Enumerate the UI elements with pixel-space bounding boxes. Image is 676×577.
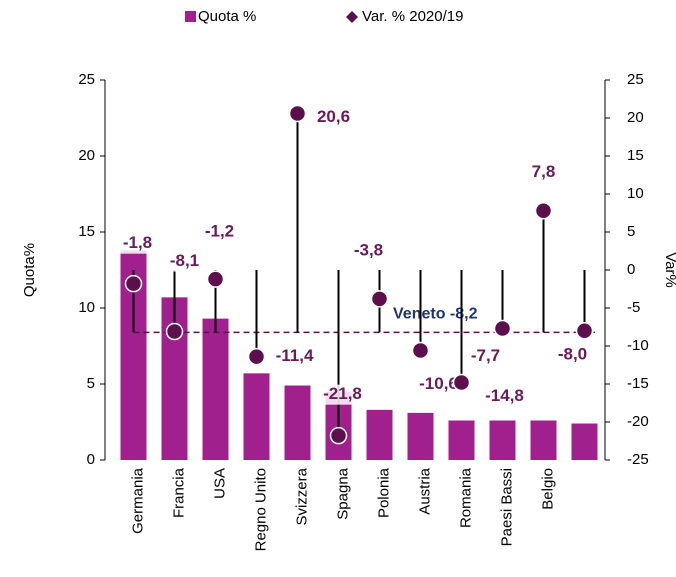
reference-label: Veneto -8,2 <box>393 306 478 323</box>
data-label: -7,7 <box>471 346 500 365</box>
bar <box>407 412 434 460</box>
y2-tick-label: -25 <box>627 451 649 468</box>
label-bg <box>465 346 506 367</box>
data-label: -1,2 <box>205 222 234 241</box>
dot <box>575 322 594 340</box>
y-tick-label: 0 <box>87 451 95 468</box>
label-bg <box>313 107 354 128</box>
dot <box>370 290 389 308</box>
y-tick-label: 5 <box>87 375 95 392</box>
dot <box>534 201 553 220</box>
label-bg <box>348 240 389 261</box>
y2-tick-label: 0 <box>627 261 635 278</box>
dot <box>329 426 348 445</box>
bar <box>448 420 475 460</box>
bar <box>489 420 516 460</box>
y2-tick-label: 15 <box>627 147 644 164</box>
data-label: -8,1 <box>170 251 199 270</box>
data-label: -11,4 <box>276 346 314 365</box>
y2-tick-label: 10 <box>627 185 644 202</box>
x-tick-label: Germania <box>129 467 146 534</box>
y2-tick-label: -20 <box>627 413 649 430</box>
legend-marker <box>346 11 358 23</box>
y2-tick-label: 25 <box>627 71 644 88</box>
x-tick-label: Austria <box>416 467 433 514</box>
y-tick-label: 10 <box>78 299 95 316</box>
dot <box>247 347 266 366</box>
dot <box>288 104 307 123</box>
y2-tick-label: -15 <box>627 375 649 392</box>
x-tick-label: Francia <box>170 467 187 518</box>
bar <box>243 373 270 460</box>
x-tick-label: USA <box>211 468 228 499</box>
x-tick-label: Romania <box>457 467 474 528</box>
x-tick-label: Paesi Bassi <box>498 468 515 546</box>
x-tick-label: Regno Unito <box>252 468 269 551</box>
y2-tick-label: 20 <box>627 109 644 126</box>
x-tick-label: Svizzera <box>293 467 310 525</box>
bar <box>530 420 557 460</box>
bar <box>366 409 393 460</box>
label-bg <box>199 222 240 243</box>
data-label: -10,6 <box>419 374 458 393</box>
label-bg <box>322 384 363 405</box>
data-label: -21,8 <box>323 384 362 403</box>
label-bg <box>552 344 593 365</box>
label-bg <box>274 346 315 367</box>
data-label: -14,8 <box>485 386 524 405</box>
data-label: 20,6 <box>317 107 350 126</box>
label-bg <box>117 233 158 254</box>
bar <box>202 318 229 460</box>
y-axis-title: Quota% <box>21 243 38 297</box>
label-bg <box>484 386 525 407</box>
dot <box>165 322 184 341</box>
x-tick-label: Polonia <box>375 467 392 518</box>
data-label: -8,0 <box>558 344 587 363</box>
bar <box>571 423 598 460</box>
x-tick-label: Spagna <box>334 467 351 519</box>
label-bg <box>418 374 459 395</box>
dot <box>411 341 430 360</box>
y2-tick-label: -5 <box>627 299 640 316</box>
y-tick-label: 20 <box>78 147 95 164</box>
data-label: 7,8 <box>532 162 556 181</box>
dot <box>124 274 143 293</box>
y-tick-label: 25 <box>78 71 95 88</box>
legend-label: Quota % <box>198 8 256 25</box>
dot <box>206 270 225 288</box>
dot <box>493 319 512 338</box>
y2-tick-label: 5 <box>627 223 635 240</box>
label-bg <box>164 251 205 272</box>
y-tick-label: 15 <box>78 223 95 240</box>
y2-tick-label: -10 <box>627 337 649 354</box>
legend-swatch <box>185 11 196 22</box>
dot <box>452 373 471 392</box>
x-tick-label: Belgio <box>539 468 556 510</box>
data-label: -3,8 <box>354 240 383 259</box>
bar <box>284 385 311 460</box>
label-bg <box>523 162 564 183</box>
data-label: -1,8 <box>123 233 152 252</box>
legend-label: Var. % 2020/19 <box>362 8 463 25</box>
y2-axis-title: Var% <box>662 252 676 288</box>
